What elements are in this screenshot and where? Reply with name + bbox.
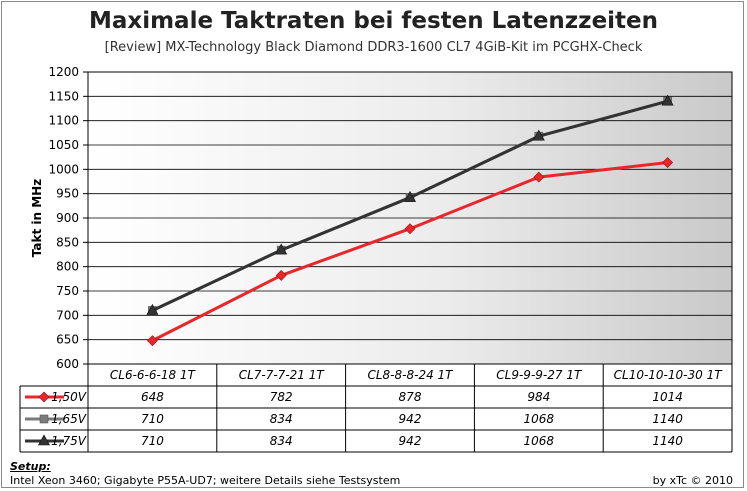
data-point xyxy=(275,270,287,281)
data-point xyxy=(146,335,158,347)
data-point xyxy=(403,190,417,202)
data-point xyxy=(662,157,674,168)
y-tick-label: 1100 xyxy=(48,114,79,128)
table-cell-value: 942 xyxy=(399,412,422,426)
legend-swatch-marker xyxy=(38,391,50,403)
y-tick-label: 850 xyxy=(56,235,79,249)
data-point xyxy=(533,171,545,183)
legend-swatch-marker xyxy=(37,434,51,446)
table-cell-value: 984 xyxy=(527,390,550,404)
y-axis: 600 650 700 750 800 850 900 950 1000 1050 1100 1150… xyxy=(48,65,88,371)
table-cell-value: 782 xyxy=(270,390,293,404)
table-cell-value: 1140 xyxy=(652,434,683,448)
table-cell-value: 1068 xyxy=(524,434,555,448)
data-point xyxy=(146,303,159,315)
series-lines xyxy=(146,94,674,347)
y-tick-label: 1050 xyxy=(48,138,79,152)
y-tick-label: 1150 xyxy=(48,89,79,103)
data-point xyxy=(404,223,416,235)
table-cell-value: 942 xyxy=(399,434,422,448)
table-cell-value: 1068 xyxy=(524,412,555,426)
chart-subtitle: [Review] MX-Technology Black Diamond DDR… xyxy=(104,40,643,55)
gridlines xyxy=(88,95,732,341)
y-axis-label: Takt in MHz xyxy=(30,179,44,257)
data-point xyxy=(275,243,288,255)
x-category-label: CL9-9-9-27 1T xyxy=(496,368,583,382)
x-category-label: CL8-8-8-24 1T xyxy=(367,368,454,382)
y-tick-label: 650 xyxy=(56,333,79,347)
legend-swatch-marker xyxy=(39,414,49,424)
table-cell-value: 834 xyxy=(270,412,293,426)
series-name: 1,65V xyxy=(51,412,87,426)
table-cell-value: 1014 xyxy=(652,390,683,404)
y-tick-label: 1000 xyxy=(48,162,79,176)
table-cell-value: 1140 xyxy=(652,412,683,426)
table-cell-value: 710 xyxy=(141,434,164,448)
y-tick-label: 700 xyxy=(56,308,79,322)
y-tick-label: 900 xyxy=(56,211,79,225)
y-tick-label: 600 xyxy=(56,357,79,371)
chart-title: Maximale Taktraten bei festen Latenzzeit… xyxy=(88,8,659,34)
table-cell-value: 648 xyxy=(141,390,164,404)
x-category-label: CL7-7-7-21 1T xyxy=(239,368,326,382)
y-tick-label: 950 xyxy=(56,187,79,201)
y-tick-label: 800 xyxy=(56,260,79,274)
y-tick-label: 1200 xyxy=(48,65,79,79)
setup-label: Setup: xyxy=(10,460,51,473)
x-category-label: CL6-6-6-18 1T xyxy=(110,368,197,382)
table-cell-value: 878 xyxy=(399,390,422,404)
data-table: CL6-6-6-18 1T CL7-7-7-21 1T CL8-8-8-24 1T C… xyxy=(19,364,733,453)
credit: by xTc © 2010 xyxy=(652,474,733,487)
series-name: 1,75V xyxy=(51,434,87,448)
data-point xyxy=(661,94,674,106)
table-cell-value: 710 xyxy=(141,412,164,426)
y-tick-label: 750 xyxy=(56,284,79,298)
data-point xyxy=(532,129,545,141)
table-cell-value: 834 xyxy=(270,434,293,448)
series-name: 1,50V xyxy=(51,390,87,404)
setup-text: Intel Xeon 3460; Gigabyte P55A-UD7; weit… xyxy=(10,474,401,487)
x-category-label: CL10-10-10-30 1T xyxy=(614,368,724,382)
